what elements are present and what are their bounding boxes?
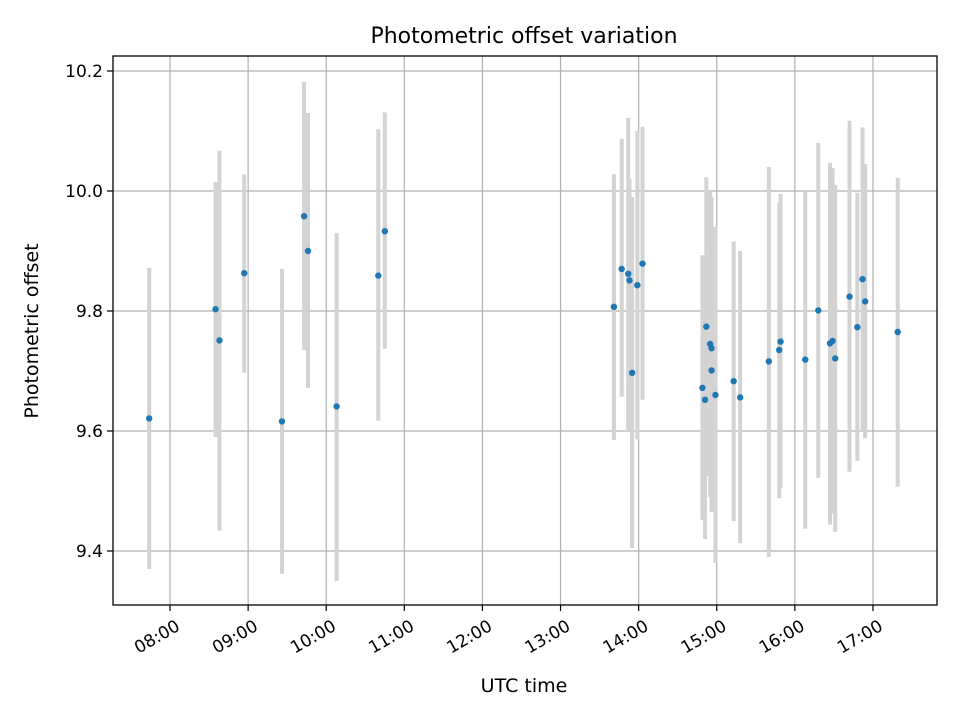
grid-lines bbox=[113, 56, 937, 605]
data-point bbox=[639, 260, 646, 267]
data-point bbox=[832, 355, 839, 362]
x-axis-ticks: 08:00 09:00 10:00 11:00 12:00 13:00 14:00 15:00… bbox=[131, 605, 886, 658]
y-axis-ticks: 9.4 9.6 9.8 10.0 10.2 bbox=[65, 62, 113, 562]
data-point bbox=[712, 391, 719, 399]
x-tick-label: 12:00 bbox=[443, 616, 495, 658]
x-tick-label: 16:00 bbox=[756, 616, 808, 658]
data-point bbox=[304, 247, 312, 255]
y-tick-label: 10.2 bbox=[65, 62, 103, 82]
data-point bbox=[375, 272, 382, 279]
y-tick-label: 9.8 bbox=[76, 302, 103, 322]
data-point bbox=[278, 418, 286, 425]
data-point bbox=[708, 345, 715, 352]
x-axis-label: UTC time bbox=[481, 675, 568, 697]
y-axis-label: Photometric offset bbox=[21, 243, 43, 418]
data-point bbox=[628, 369, 636, 376]
x-tick-label: 10:00 bbox=[287, 616, 339, 658]
data-point bbox=[765, 358, 773, 365]
data-point bbox=[216, 337, 223, 344]
data-point bbox=[381, 228, 389, 235]
data-point bbox=[333, 403, 340, 410]
data-point bbox=[861, 298, 869, 305]
x-tick-label: 11:00 bbox=[365, 616, 417, 658]
x-tick-label: 13:00 bbox=[522, 616, 574, 658]
data-point bbox=[212, 306, 219, 313]
data-point bbox=[736, 394, 744, 401]
error-bars bbox=[147, 81, 900, 581]
x-tick-label: 15:00 bbox=[678, 616, 730, 658]
data-point bbox=[829, 337, 836, 345]
x-tick-label: 08:00 bbox=[131, 616, 183, 658]
data-point bbox=[145, 415, 153, 422]
y-tick-label: 9.4 bbox=[76, 542, 103, 562]
data-point bbox=[610, 303, 618, 310]
data-point bbox=[894, 328, 901, 336]
data-point bbox=[730, 378, 737, 385]
data-point bbox=[701, 396, 709, 403]
y-tick-label: 10.0 bbox=[65, 182, 103, 202]
data-point bbox=[846, 293, 853, 300]
x-tick-label: 14:00 bbox=[600, 616, 652, 658]
data-point bbox=[776, 346, 783, 354]
data-point bbox=[300, 213, 308, 220]
data-point bbox=[626, 277, 633, 284]
data-point bbox=[699, 384, 706, 391]
data-point bbox=[815, 307, 822, 314]
x-tick-label: 17:00 bbox=[834, 616, 886, 658]
data-point bbox=[618, 265, 625, 273]
data-point bbox=[859, 276, 866, 283]
x-tick-label: 09:00 bbox=[209, 616, 261, 658]
data-point bbox=[634, 282, 641, 289]
data-point bbox=[708, 367, 715, 374]
data-points bbox=[145, 213, 901, 425]
data-point bbox=[625, 270, 632, 277]
plot-frame bbox=[112, 55, 938, 606]
y-tick-label: 9.6 bbox=[76, 422, 103, 442]
data-point bbox=[241, 270, 248, 277]
data-point bbox=[854, 324, 861, 331]
data-point bbox=[802, 356, 809, 363]
chart-title: Photometric offset variation bbox=[370, 24, 677, 49]
data-point bbox=[777, 338, 784, 345]
data-point bbox=[703, 323, 710, 330]
